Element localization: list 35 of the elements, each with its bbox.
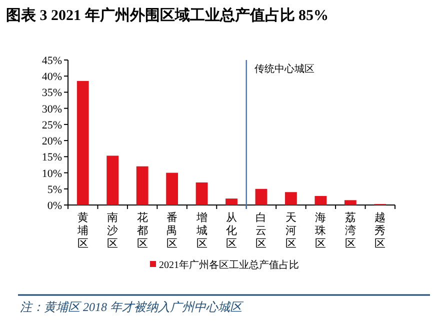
y-tick-label: 20% (42, 136, 62, 148)
y-tick-label: 40% (42, 71, 62, 84)
x-tick-label: 从化区 (226, 211, 237, 250)
x-tick-label: 荔湾区 (344, 211, 356, 250)
ref-line-label: 传统中心城区 (254, 63, 314, 75)
legend-label: 2021年广州各区工业总产值占比 (159, 259, 299, 271)
x-tick-label: 番禺区 (166, 211, 178, 250)
bar (76, 80, 89, 205)
bar (106, 156, 119, 205)
x-tick-label: 增城区 (195, 212, 208, 250)
y-tick-label: 35% (42, 87, 62, 100)
y-tick-label: 0% (47, 200, 62, 212)
x-tick-label: 白云区 (256, 212, 267, 250)
y-tick-label: 10% (42, 168, 62, 180)
bar (196, 182, 208, 205)
y-tick-label: 25% (42, 119, 62, 132)
x-tick-label: 南沙区 (107, 211, 118, 250)
bar (314, 196, 327, 205)
x-tick-label: 黄埔区 (76, 211, 88, 250)
text: 注：黄埔区 2018 年才被纳入广州中心城区 (20, 300, 244, 314)
bar (166, 172, 178, 205)
x-tick-label: 海珠区 (315, 212, 326, 250)
y-tick-label: 30% (42, 103, 62, 116)
y-tick-label: 45% (42, 55, 62, 67)
x-tick-label: 花都区 (136, 211, 148, 250)
bar (344, 200, 356, 205)
chart-title: 图表 3 2021 年广州外围区域工业总产值占比 85% (6, 6, 328, 24)
bar (285, 192, 297, 205)
bar (226, 198, 238, 205)
y-tick-label: 15% (42, 152, 62, 164)
x-tick-label: 天河区 (285, 212, 296, 250)
y-tick-label: 5% (47, 184, 62, 196)
x-tick-label: 越秀区 (374, 211, 386, 250)
bar (255, 188, 268, 205)
bar (136, 166, 148, 205)
